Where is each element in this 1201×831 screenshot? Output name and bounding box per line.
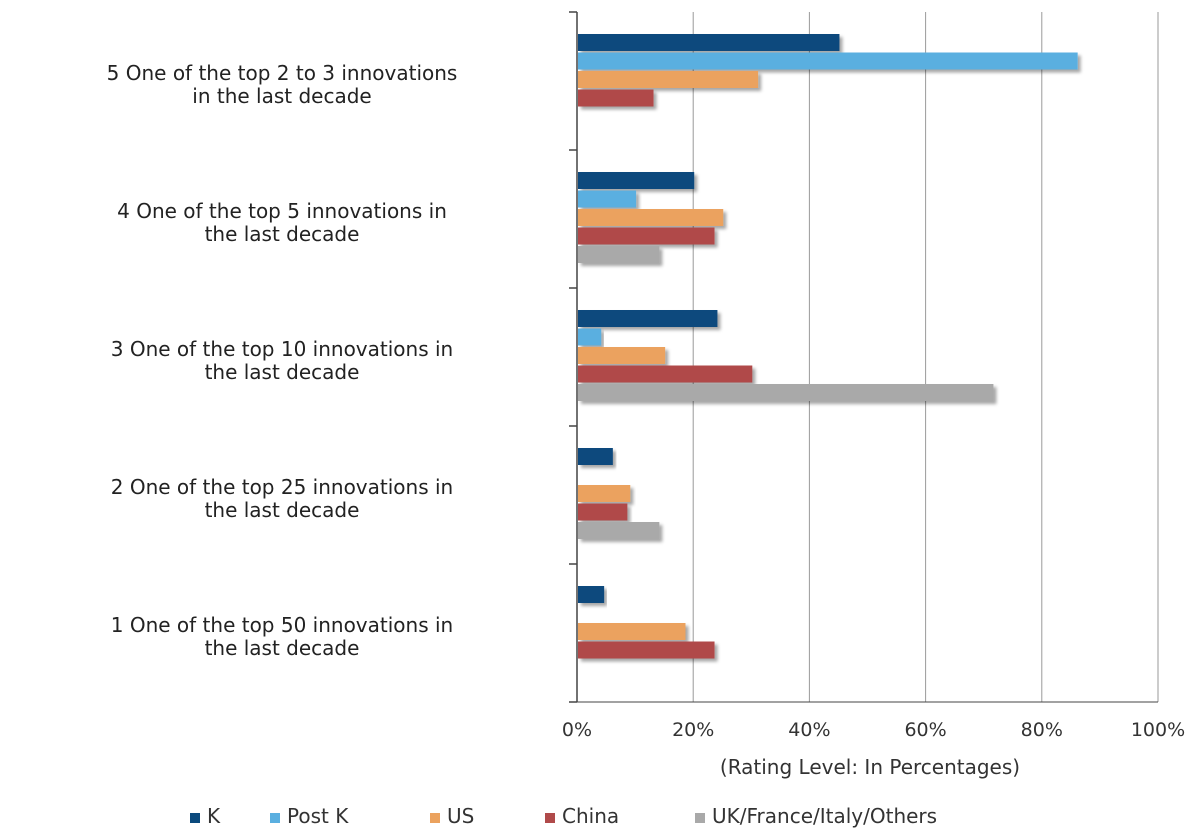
bar-china xyxy=(578,89,654,107)
legend-swatch xyxy=(695,813,705,823)
category-label: 3 One of the top 10 innovations in xyxy=(111,337,453,361)
legend-swatch xyxy=(430,813,440,823)
bar-uk-france-italy-others xyxy=(578,384,994,401)
legend-swatch xyxy=(545,813,555,823)
bar-china xyxy=(578,503,628,521)
bar-post-k xyxy=(578,52,1078,70)
x-axis-title: (Rating Level: In Percentages) xyxy=(720,755,1020,779)
bar-us xyxy=(578,347,666,364)
x-tick-label: 80% xyxy=(1021,719,1063,741)
legend-label: K xyxy=(207,804,221,828)
legend-label: China xyxy=(562,804,619,828)
legend-label: US xyxy=(447,804,474,828)
bar-china xyxy=(578,365,753,383)
category-label: the last decade xyxy=(205,360,360,384)
bar-china xyxy=(578,641,715,659)
legend-label: Post K xyxy=(287,804,349,828)
category-label: the last decade xyxy=(205,222,360,246)
bar-us xyxy=(578,485,631,502)
bar-k xyxy=(578,586,605,603)
bar-us xyxy=(578,71,759,88)
gridlines xyxy=(692,12,1159,702)
bar-k xyxy=(578,172,695,189)
bar-k xyxy=(578,448,613,465)
bar-china xyxy=(578,227,715,245)
bar-k xyxy=(578,310,718,327)
legend-label: UK/France/Italy/Others xyxy=(712,804,937,828)
category-label: 4 One of the top 5 innovations in xyxy=(117,199,447,223)
x-tick-label: 100% xyxy=(1131,719,1185,741)
x-tick-label: 40% xyxy=(788,719,830,741)
category-label: in the last decade xyxy=(192,84,371,108)
category-label: 2 One of the top 25 innovations in xyxy=(111,475,453,499)
x-tick-label: 20% xyxy=(672,719,714,741)
x-tick-labels: 0% 20% 40% 60% 80% 100% xyxy=(562,719,1185,741)
legend-swatch xyxy=(190,813,200,823)
category-label: the last decade xyxy=(205,636,360,660)
bar-post-k xyxy=(578,190,637,208)
legend: K Post K US China UK/France/Italy/Others xyxy=(190,804,937,828)
bar-us xyxy=(578,209,724,226)
bar-us xyxy=(578,623,686,640)
bar-post-k xyxy=(578,328,602,346)
axes xyxy=(569,11,1158,703)
category-label: 1 One of the top 50 innovations in xyxy=(111,613,453,637)
bars xyxy=(578,34,1078,659)
bar-k xyxy=(578,34,840,51)
x-tick-label: 60% xyxy=(904,719,946,741)
legend-swatch xyxy=(270,813,280,823)
x-tick-label: 0% xyxy=(562,719,592,741)
category-label: the last decade xyxy=(205,498,360,522)
category-label: 5 One of the top 2 to 3 innovations xyxy=(107,61,458,85)
bar-uk-france-italy-others xyxy=(578,522,660,539)
bar-uk-france-italy-others xyxy=(578,246,660,263)
